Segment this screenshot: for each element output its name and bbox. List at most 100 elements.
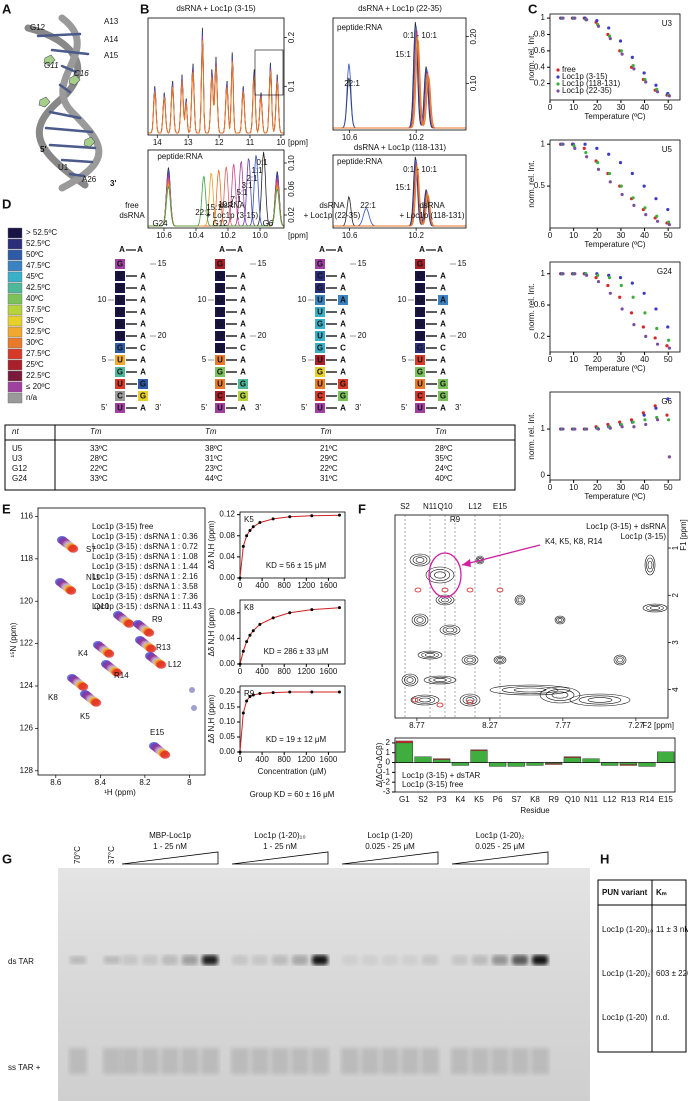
noesy-contour xyxy=(545,689,575,701)
nucleotide-box xyxy=(315,343,325,353)
data-point xyxy=(585,155,589,159)
data-point xyxy=(642,413,646,417)
nucleotide: U xyxy=(417,380,423,389)
data-point xyxy=(271,517,275,521)
data-point xyxy=(561,272,565,276)
gel-band xyxy=(401,1048,419,1074)
nucleotide-box xyxy=(415,259,425,269)
nucleotide: A xyxy=(140,308,146,317)
data-point xyxy=(241,711,245,715)
x-tick-label: 50 xyxy=(664,483,673,492)
x-tick-label: 800 xyxy=(278,755,292,764)
data-point xyxy=(596,167,601,171)
nucleotide-box xyxy=(115,259,125,269)
nucleotide: C xyxy=(217,392,223,401)
nucleotide-box xyxy=(215,283,225,293)
x-tick-label: 10 xyxy=(569,355,578,364)
y-tick-label: 1 xyxy=(541,269,546,278)
x-tick-label: 8.77 xyxy=(409,721,425,730)
data-point xyxy=(667,346,671,350)
table-header: Tm xyxy=(205,427,217,436)
legend-marker xyxy=(556,89,560,93)
noesy-contour xyxy=(514,594,526,606)
noesy-contour xyxy=(414,615,426,625)
bar xyxy=(395,742,413,763)
noesy-contour xyxy=(419,697,431,703)
data-point xyxy=(594,276,598,280)
plot-frame xyxy=(549,391,681,481)
gel-band xyxy=(491,1048,509,1074)
scale-label: 35ºC xyxy=(26,316,44,325)
peak-label: K4 xyxy=(78,649,88,658)
x-tick-label: 14 xyxy=(153,138,162,147)
nucleotide: A xyxy=(440,320,446,329)
data-point xyxy=(595,18,599,23)
nucleotide: A xyxy=(240,404,246,413)
noesy-contour xyxy=(489,684,571,696)
table-cell: 28ºC xyxy=(90,454,108,463)
table-cell: G24 xyxy=(12,474,28,483)
position-label: 3' xyxy=(355,403,361,412)
data-point xyxy=(642,184,646,188)
peak-label: K8 xyxy=(48,693,58,702)
data-point xyxy=(632,323,636,327)
y-tick-label: 0.12 xyxy=(219,510,235,519)
x-tick-label: 10.2 xyxy=(408,231,424,240)
y-tick-label: 1 xyxy=(671,545,680,550)
gel-band xyxy=(382,955,398,965)
noesy-contour-red xyxy=(466,699,474,705)
data-point xyxy=(665,344,669,348)
nucleotide: C xyxy=(417,392,423,401)
nucleotide-box xyxy=(415,367,425,377)
spectrum-trace xyxy=(148,44,284,134)
position-label: 5' xyxy=(401,403,407,412)
data-point xyxy=(630,171,634,176)
hsqc-peak xyxy=(189,687,195,693)
gel-band xyxy=(161,1048,179,1074)
x-tick-label: 10.2 xyxy=(220,231,236,240)
nucleotide: A xyxy=(137,245,143,254)
bar xyxy=(433,759,451,763)
concentration-wedge xyxy=(451,851,549,865)
plot-title: U5 xyxy=(662,145,673,154)
nucleotide-box xyxy=(115,355,125,365)
nucleotide-box xyxy=(215,331,225,341)
noesy-contour xyxy=(557,618,563,622)
nucleotide: U xyxy=(217,356,223,365)
plot-frame xyxy=(394,514,669,719)
kd-label: KD = 286 ± 33 μM xyxy=(264,647,329,656)
data-point xyxy=(241,544,245,548)
nucleotide: U xyxy=(217,308,223,317)
data-point xyxy=(251,629,255,633)
x-tick-label: P6 xyxy=(493,795,503,804)
data-point xyxy=(630,55,634,60)
residue-label: S2 xyxy=(400,502,410,511)
x-tick-label: 30 xyxy=(616,355,625,364)
nucleotide: G xyxy=(217,284,223,293)
nucleotide: A xyxy=(240,320,246,329)
nucleotide-box xyxy=(115,331,125,341)
data-point xyxy=(573,16,577,20)
hsqc-peak xyxy=(104,649,115,658)
x-tick-label: 10 xyxy=(569,231,578,240)
noesy-contour xyxy=(421,651,439,659)
nucleotide: A xyxy=(440,356,446,365)
noesy-contour xyxy=(411,613,429,627)
scale-swatch xyxy=(7,359,23,371)
nucleotide-box xyxy=(138,379,148,389)
table-cell: 21ºC xyxy=(320,444,338,453)
noesy-contour xyxy=(406,677,414,683)
hsqc-peak xyxy=(191,705,197,711)
hsqc-peak xyxy=(160,750,171,759)
hsqc-peak xyxy=(78,682,89,691)
spectrum-annotation: 2:1 xyxy=(246,174,258,183)
spectrum-annotation: 15:1 xyxy=(395,183,411,192)
y-tick-label: 3 xyxy=(671,640,680,645)
y-tick-label: 1 xyxy=(541,424,546,433)
position-label: 3' xyxy=(255,403,261,412)
x-tick-label: 20 xyxy=(593,231,602,240)
x-tick-label: K8 xyxy=(530,795,540,804)
data-point xyxy=(248,633,252,637)
position-label: 15 xyxy=(158,259,167,268)
